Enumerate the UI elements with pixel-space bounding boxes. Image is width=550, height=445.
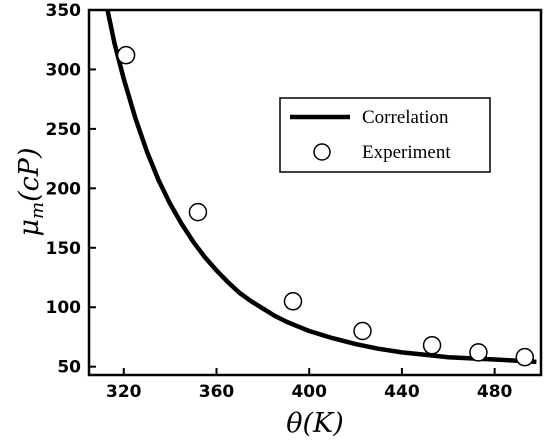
y-tick-label: 350 <box>46 1 82 21</box>
y-axis-label-subscript: m <box>27 202 48 219</box>
y-tick-label: 200 <box>46 179 82 199</box>
y-tick-label: 300 <box>46 60 82 80</box>
experiment-point <box>116 45 136 65</box>
legend-box <box>279 97 491 173</box>
legend-marker-swatch <box>313 143 331 161</box>
experiment-point <box>515 347 535 367</box>
experiment-markers-layer <box>116 45 535 367</box>
experiment-point <box>188 202 208 222</box>
x-axis-label: θ(K) <box>286 408 344 439</box>
y-axis-label-base: μ <box>14 219 45 237</box>
x-tick-label: 440 <box>384 382 420 402</box>
experiment-point <box>283 292 303 311</box>
legend-label-correlation: Correlation <box>362 107 449 128</box>
legend-label-experiment: Experiment <box>362 142 451 163</box>
plot-frame <box>87 8 543 377</box>
y-tick-label: 100 <box>46 298 82 318</box>
y-axis-ticks: 50 100 150 200 250 300 350 <box>46 1 96 378</box>
experiment-point <box>469 343 488 362</box>
experiment-point <box>353 321 372 341</box>
x-axis-ticks: 320 360 400 440 480 <box>106 368 513 402</box>
y-tick-label: 250 <box>46 120 82 140</box>
correlation-line <box>105 10 537 365</box>
y-tick-label: 150 <box>46 239 82 259</box>
x-tick-label: 480 <box>477 382 513 402</box>
legend: Correlation Experiment <box>279 97 491 173</box>
y-axis-label: μm(cP) <box>14 148 48 237</box>
y-axis-label-units: (cP) <box>14 148 45 202</box>
x-tick-label: 360 <box>199 382 235 402</box>
correlation-curve-layer <box>105 10 537 365</box>
experiment-point <box>422 336 442 355</box>
y-tick-label: 50 <box>57 358 81 378</box>
x-tick-label: 320 <box>106 382 142 402</box>
x-tick-label: 400 <box>291 382 327 402</box>
